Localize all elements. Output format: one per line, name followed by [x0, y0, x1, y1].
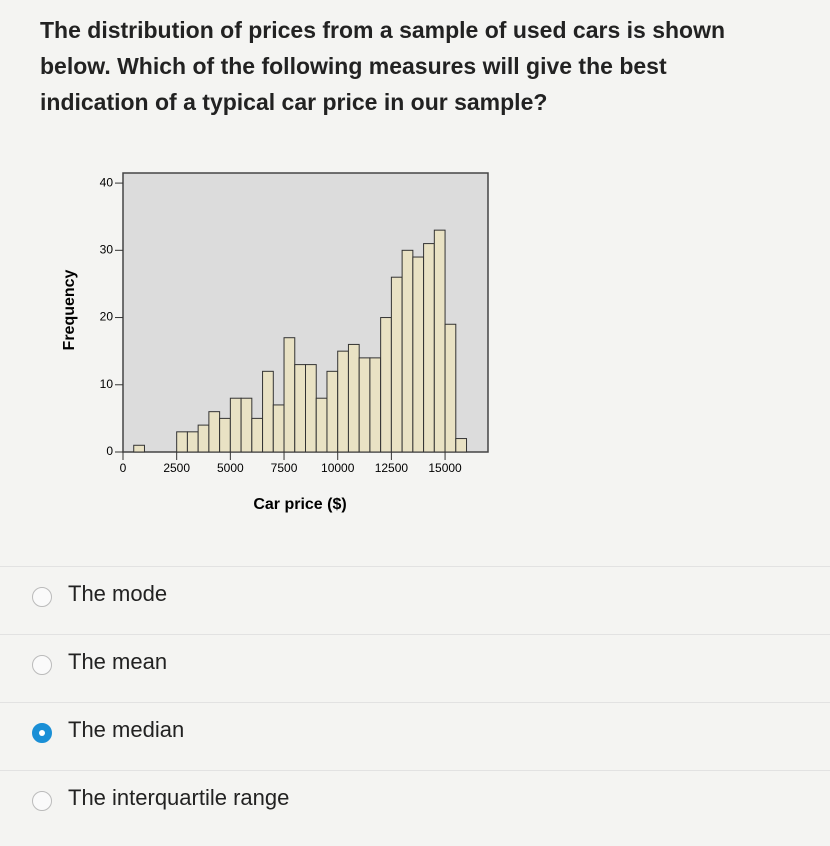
option[interactable]: The interquartile range — [0, 770, 830, 837]
radio-button[interactable] — [32, 655, 52, 675]
histogram-bar — [315, 397, 328, 453]
histogram-bar — [326, 370, 339, 453]
question-text: indication of a typical car price in our… — [40, 89, 548, 115]
histogram-bar — [197, 424, 210, 453]
histogram-bar — [208, 411, 221, 453]
x-tick-label: 0 — [120, 461, 127, 475]
histogram-bar — [283, 337, 296, 453]
x-axis-label: Car price ($) — [253, 496, 346, 513]
x-tick-label: 12500 — [375, 461, 409, 475]
x-tick-label: 15000 — [428, 461, 462, 475]
y-tick-label: 20 — [100, 310, 114, 324]
histogram-bar — [412, 256, 425, 453]
y-tick-label: 30 — [100, 242, 114, 256]
histogram-bar — [294, 364, 307, 453]
histogram-bar — [176, 431, 188, 453]
histogram-bar — [358, 357, 371, 453]
question-emphasis: best — [619, 53, 667, 79]
histogram-bar — [229, 397, 242, 453]
radio-button[interactable] — [32, 587, 52, 607]
y-axis-label: Frequency — [61, 269, 78, 350]
histogram-bar — [369, 357, 382, 453]
option-label[interactable]: The median — [68, 717, 185, 742]
question: The distribution of prices from a sample… — [40, 12, 780, 120]
histogram-bar — [272, 404, 285, 453]
question-text: The distribution of prices from a sample… — [40, 17, 726, 79]
histogram-bar — [240, 397, 253, 453]
histogram-bar — [347, 343, 360, 453]
histogram-bar — [251, 417, 264, 453]
histogram-bar — [337, 350, 349, 453]
histogram-bar — [219, 417, 231, 453]
x-tick-label: 10000 — [321, 461, 355, 475]
histogram-bar — [444, 323, 457, 453]
histogram-bar — [401, 249, 414, 453]
radio-button[interactable] — [32, 791, 52, 811]
option-label[interactable]: The interquartile range — [68, 785, 290, 810]
option-label[interactable]: The mean — [68, 649, 168, 674]
y-tick-label: 10 — [100, 377, 114, 391]
option[interactable]: The mode — [0, 566, 830, 633]
radio-button[interactable] — [32, 723, 52, 743]
histogram-bar — [380, 317, 392, 453]
chart: Car price ($) Frequency 0 10 20 30 40 0 2500 50… — [61, 172, 489, 513]
y-tick-label: 40 — [100, 175, 114, 189]
histogram-bar — [423, 243, 435, 453]
histogram-bar — [262, 370, 274, 453]
histogram-bar — [186, 431, 199, 453]
option[interactable]: The median — [0, 702, 830, 769]
y-tick-label: 0 — [106, 444, 113, 458]
histogram-bar — [390, 276, 403, 453]
histogram-bar — [305, 364, 317, 453]
x-tick-label: 7500 — [271, 461, 298, 475]
option[interactable]: The mean — [0, 634, 830, 701]
histogram-bar — [133, 444, 145, 453]
option-label[interactable]: The mode — [68, 581, 168, 606]
histogram-bar — [455, 438, 468, 453]
x-tick-label: 5000 — [217, 461, 244, 475]
x-tick-label: 2500 — [163, 461, 190, 475]
histogram-bar — [433, 229, 446, 453]
